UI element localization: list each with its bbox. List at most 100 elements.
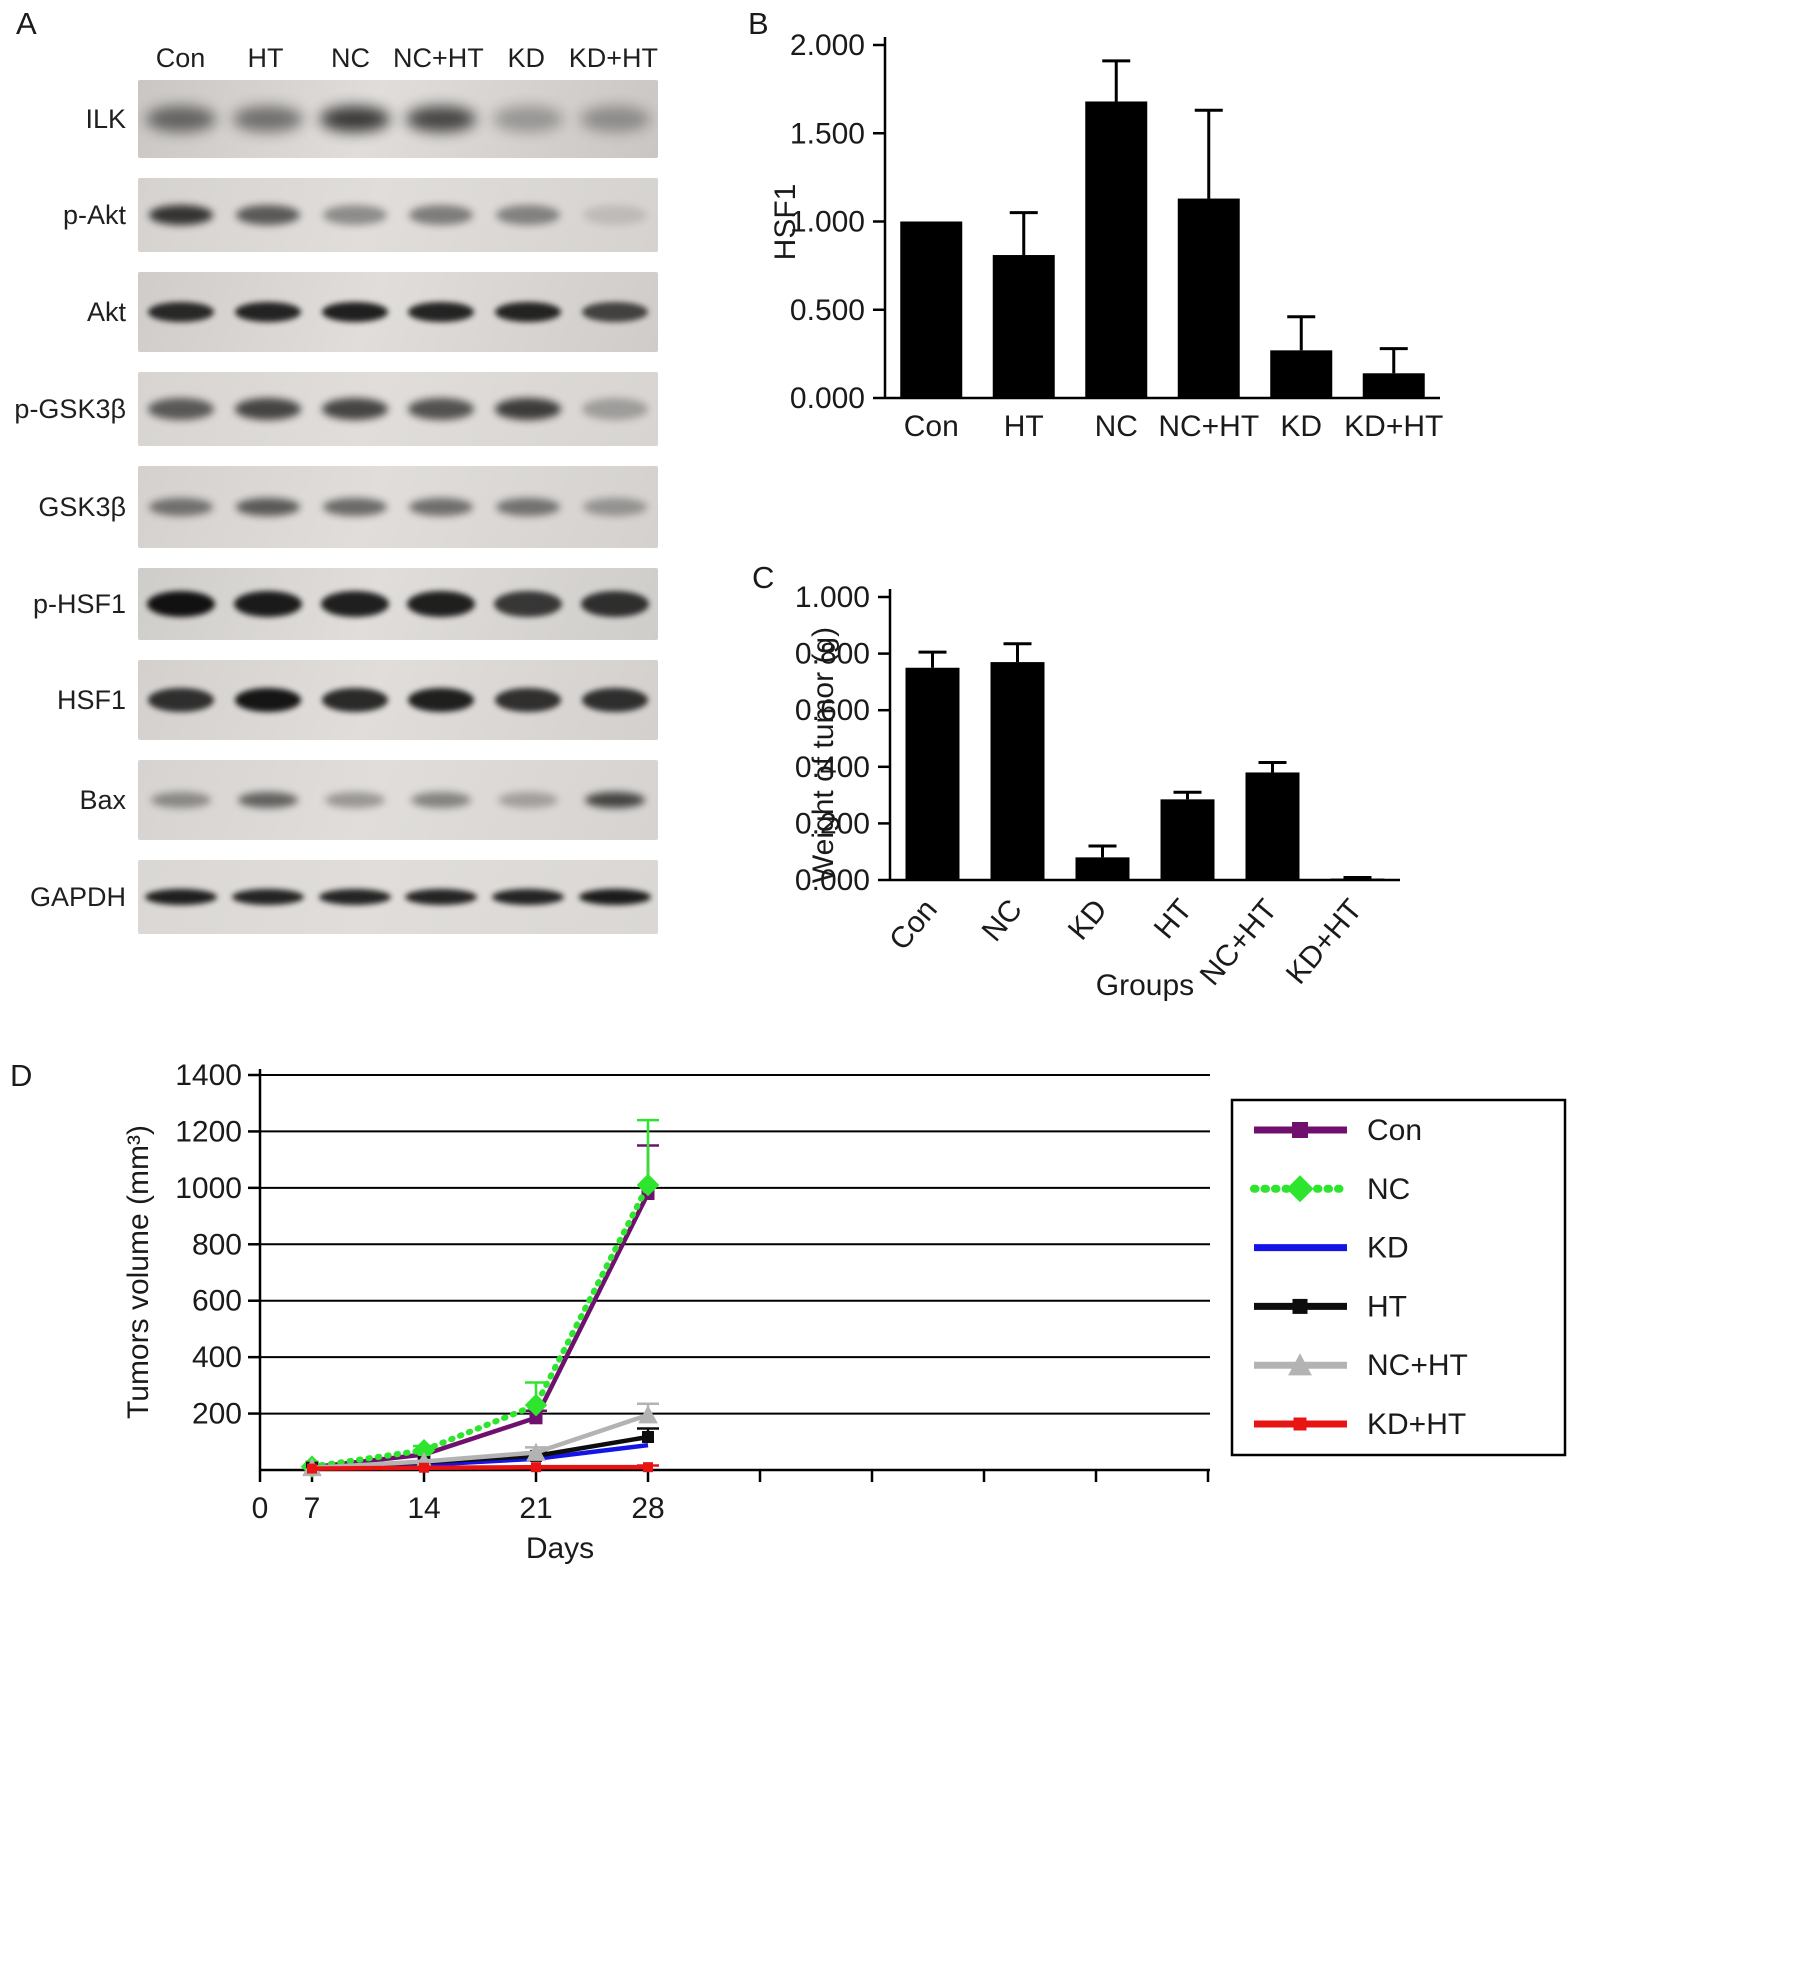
y-tick-label: 1.500 (790, 117, 865, 150)
lane-header-KD+HT: KD+HT (568, 43, 658, 73)
y-axis-title: HSF1 (769, 184, 802, 261)
blot-lane-NC (311, 302, 398, 322)
bar-KD (1075, 857, 1130, 880)
bar-NC (1085, 101, 1148, 398)
y-axis-title: Tumors volume (mm³) (122, 1125, 155, 1419)
lane-header-KD: KD (507, 43, 545, 73)
blot-band (492, 889, 565, 905)
legend-item-HT: HT (1254, 1290, 1407, 1323)
blot-lane-NC+HT (398, 205, 485, 225)
hsf1-bar-chart: 0.000 0.500 1.000 1.500 2.000 Con HT NC NC+HT KD K… (769, 29, 1443, 443)
blot-band (406, 106, 477, 132)
blot-lane-HT (225, 688, 312, 712)
x-tick-label-NC+HT: NC+HT (1194, 893, 1284, 991)
y-tick-label: 400 (192, 1341, 242, 1374)
blot-band (148, 688, 215, 712)
blot-lane-KD (485, 688, 572, 712)
blot-target-label: Bax (79, 784, 126, 815)
blot-lane-KD+HT (571, 302, 658, 322)
blot-band (149, 205, 214, 225)
blot-lane-KD (485, 498, 572, 516)
x-axis-title: Groups (1096, 969, 1194, 1002)
blot-row-ILK: ILK (14, 80, 658, 158)
blot-lane-HT (225, 398, 312, 420)
blot-band (584, 792, 645, 808)
blot-lane-KD+HT (571, 205, 658, 225)
y-tick-label: 1200 (175, 1115, 242, 1148)
blot-lane-KD+HT (571, 398, 658, 420)
x-tick-label-28: 28 (631, 1492, 664, 1525)
legend-item-NC+HT: NC+HT (1254, 1349, 1468, 1382)
blot-image-HSF1 (138, 660, 658, 740)
blot-lane-Con (138, 398, 225, 420)
series-KD+HT (307, 1462, 659, 1474)
bar-NC+HT (1177, 198, 1240, 398)
blot-lane-HT (225, 591, 312, 617)
y-tick-label: 0.600 (795, 694, 870, 727)
legend-item-KD: KD (1254, 1232, 1409, 1265)
blot-band (236, 205, 300, 225)
blot-lane-HT (225, 205, 312, 225)
y-tick-label: 800 (192, 1228, 242, 1261)
blot-row-GSK3β: GSK3β (14, 466, 658, 548)
blot-band (235, 302, 301, 322)
blot-band (322, 498, 387, 516)
blot-band (408, 688, 475, 712)
blot-lane-KD (485, 106, 572, 132)
x-axis-title: Days (526, 1532, 594, 1565)
blot-lane-NC (311, 106, 398, 132)
blot-lane-headers: Con HT NC NC+HT KD KD+HT (138, 40, 658, 74)
blot-band (405, 889, 478, 905)
marker-diamond (524, 1393, 548, 1417)
legend: Con NC KD HT NC+HT KD+HT (1230, 1098, 1567, 1457)
blot-band (235, 688, 301, 712)
blot-lane-Con (138, 498, 225, 516)
blot-target-label: HSF1 (56, 684, 126, 715)
marker-triangle (526, 1442, 546, 1461)
blot-row-Akt: Akt (14, 272, 658, 352)
series-Con (305, 1144, 659, 1474)
bar-KD (1270, 350, 1333, 398)
blot-lane-NC+HT (398, 498, 485, 516)
blot-lane-Con (138, 106, 225, 132)
blot-lane-HT (225, 106, 312, 132)
blot-row-HSF1: HSF1 (14, 660, 658, 740)
y-tick-label: 600 (192, 1285, 242, 1318)
blot-band (579, 106, 650, 132)
legend-label-HT: HT (1367, 1290, 1407, 1323)
blot-band (582, 498, 647, 516)
marker-triangle (638, 1405, 658, 1424)
y-tick-label: 0.500 (790, 294, 865, 327)
blot-band (580, 591, 649, 617)
y-tick-label: 0.400 (795, 751, 870, 784)
blot-lane-NC (311, 205, 398, 225)
legend-label-NC: NC (1367, 1173, 1410, 1206)
blot-row-p-Akt: p-Akt (14, 178, 658, 252)
series-line-NC (309, 1182, 651, 1470)
blot-band (238, 792, 298, 808)
blot-band (582, 205, 647, 225)
blot-band (148, 302, 215, 322)
blot-band (148, 398, 215, 420)
marker-square (307, 1463, 317, 1474)
blot-band (232, 889, 304, 905)
blot-image-ILK (138, 80, 658, 158)
blot-band (495, 688, 562, 712)
blot-band (324, 792, 385, 808)
bar-KD+HT (1330, 878, 1385, 881)
legend-label-Con: Con (1367, 1114, 1422, 1147)
lane-header-HT: HT (247, 43, 284, 73)
blot-band (496, 498, 561, 516)
blot-lane-Con (138, 688, 225, 712)
blot-band (498, 792, 559, 808)
blot-image-GSK3β (138, 466, 658, 548)
blot-band (581, 398, 648, 420)
blot-lane-KD (485, 398, 572, 420)
blot-target-label: ILK (85, 103, 126, 134)
blot-lane-KD+HT (571, 498, 658, 516)
lane-header-NC+HT: NC+HT (392, 43, 484, 73)
blot-band (409, 498, 474, 516)
blot-target-label: p-GSK3β (14, 393, 126, 424)
blot-lane-HT (225, 498, 312, 516)
x-tick-label-Con: Con (904, 410, 959, 443)
